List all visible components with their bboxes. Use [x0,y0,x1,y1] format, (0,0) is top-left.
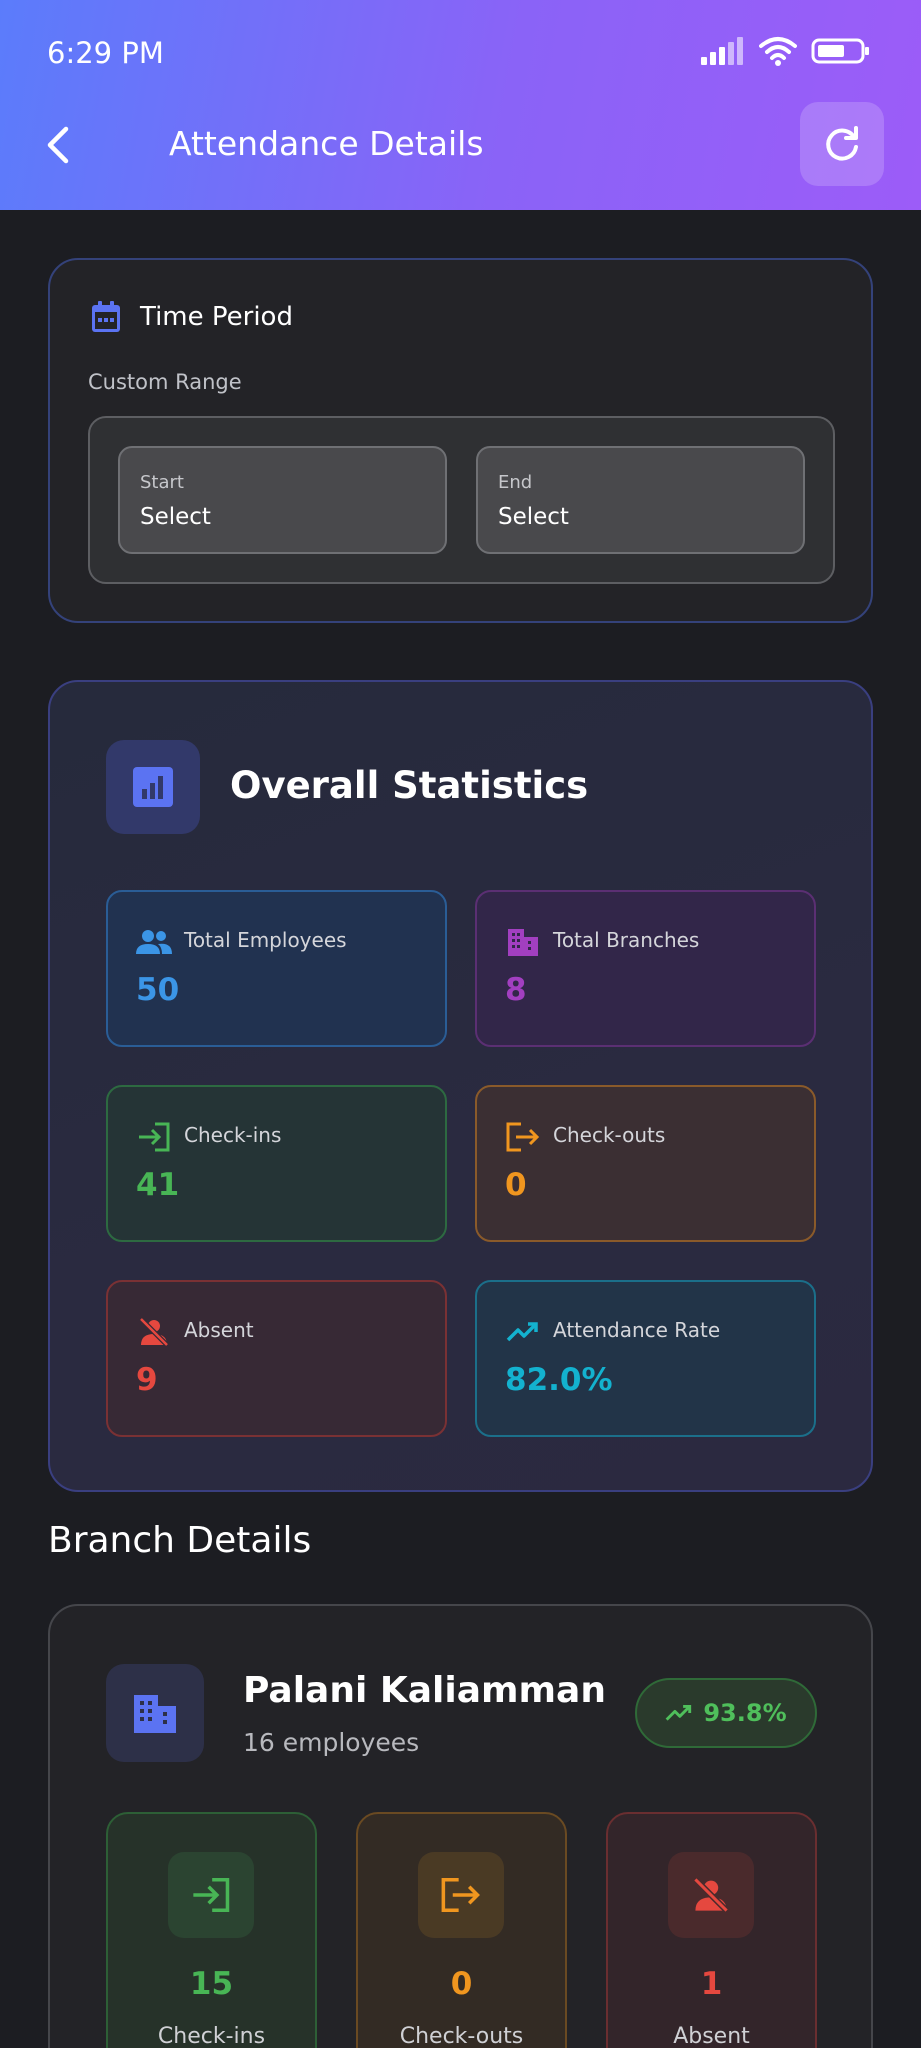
branch-stat-check-ins: 15 Check-ins [106,1812,317,2048]
logout-icon [506,1122,540,1152]
logout-icon [441,1877,480,1913]
signal-icon [701,37,743,65]
battery-icon [811,38,869,64]
stat-value: 0 [505,1167,527,1203]
overall-statistics-title: Overall Statistics [230,764,589,807]
branch-stat-value: 0 [450,1966,473,2002]
building-icon [508,929,538,956]
stat-tile-attendance-rate: Attendance Rate 82.0% [475,1280,816,1437]
time-period-title: Time Period [140,302,293,332]
stat-label: Total Employees [184,928,347,952]
branch-rate-value: 93.8% [703,1699,787,1727]
stat-tile-check-ins: Check-ins 41 [106,1085,447,1242]
end-date-field[interactable]: End Select [476,446,805,554]
start-date-label: Start [140,472,184,493]
bar-chart-icon [133,767,173,807]
calendar-icon [92,301,120,332]
branch-details-title: Branch Details [48,1520,312,1561]
stats-icon-box [106,740,200,834]
date-range-box: Start Select End Select [88,416,835,584]
stat-label: Attendance Rate [553,1318,721,1342]
branch-rate-badge: 93.8% [635,1678,817,1748]
branch-stat-label: Check-ins [157,2024,266,2048]
end-date-label: End [498,472,533,493]
back-button[interactable] [38,120,78,170]
stat-value: 82.0% [505,1362,613,1398]
time-period-card: Time Period Custom Range Start Select En… [48,258,873,623]
branch-employee-count: 16 employees [243,1728,420,1757]
branch-name: Palani Kaliamman [243,1670,606,1711]
stat-tile-total-employees: Total Employees 50 [106,890,447,1047]
start-date-value: Select [140,504,211,530]
stat-value: 41 [136,1167,180,1203]
absent-icon-box [668,1852,754,1938]
stat-label: Check-ins [184,1123,282,1147]
person-off-icon [139,1317,169,1347]
branch-stat-absent: 1 Absent [606,1812,817,2048]
branch-stat-value: 15 [189,1966,234,2002]
trending-up-icon [506,1322,538,1342]
refresh-icon [826,126,858,161]
branch-stat-check-outs: 0 Check-outs [356,1812,567,2048]
end-date-value: Select [498,504,569,530]
branch-icon-box [106,1664,204,1762]
stat-value: 50 [136,972,180,1008]
person-off-icon [693,1877,729,1913]
stat-value: 9 [136,1362,158,1398]
refresh-button[interactable] [800,102,884,186]
stat-value: 8 [505,972,527,1008]
overall-statistics-card: Overall Statistics Total Employees 50 [48,680,873,1492]
stat-label: Total Branches [553,928,700,952]
stat-label: Absent [184,1318,254,1342]
branch-card[interactable]: Palani Kaliamman 16 employees 93.8% 15 C… [48,1604,873,2048]
stat-label: Check-outs [553,1123,666,1147]
login-icon [193,1877,230,1913]
building-icon [134,1695,176,1733]
login-icon [139,1122,170,1152]
status-time: 6:29 PM [47,36,164,70]
status-icons [701,36,871,66]
branch-stat-label: Check-outs [399,2024,524,2048]
start-date-field[interactable]: Start Select [118,446,447,554]
stat-tile-check-outs: Check-outs 0 [475,1085,816,1242]
people-icon [136,930,172,954]
branch-stat-value: 1 [700,1966,723,2002]
app-header: 6:29 PM Attendance Details [0,0,921,210]
branch-stat-label: Absent [673,2024,750,2048]
check-ins-icon-box [168,1852,254,1938]
back-arrow-icon [47,126,69,164]
check-outs-icon-box [418,1852,504,1938]
stat-tile-total-branches: Total Branches 8 [475,890,816,1047]
page-title: Attendance Details [169,124,484,163]
trending-up-icon [665,1704,692,1721]
custom-range-label: Custom Range [88,370,242,394]
wifi-icon [759,37,797,66]
stat-tile-absent: Absent 9 [106,1280,447,1437]
